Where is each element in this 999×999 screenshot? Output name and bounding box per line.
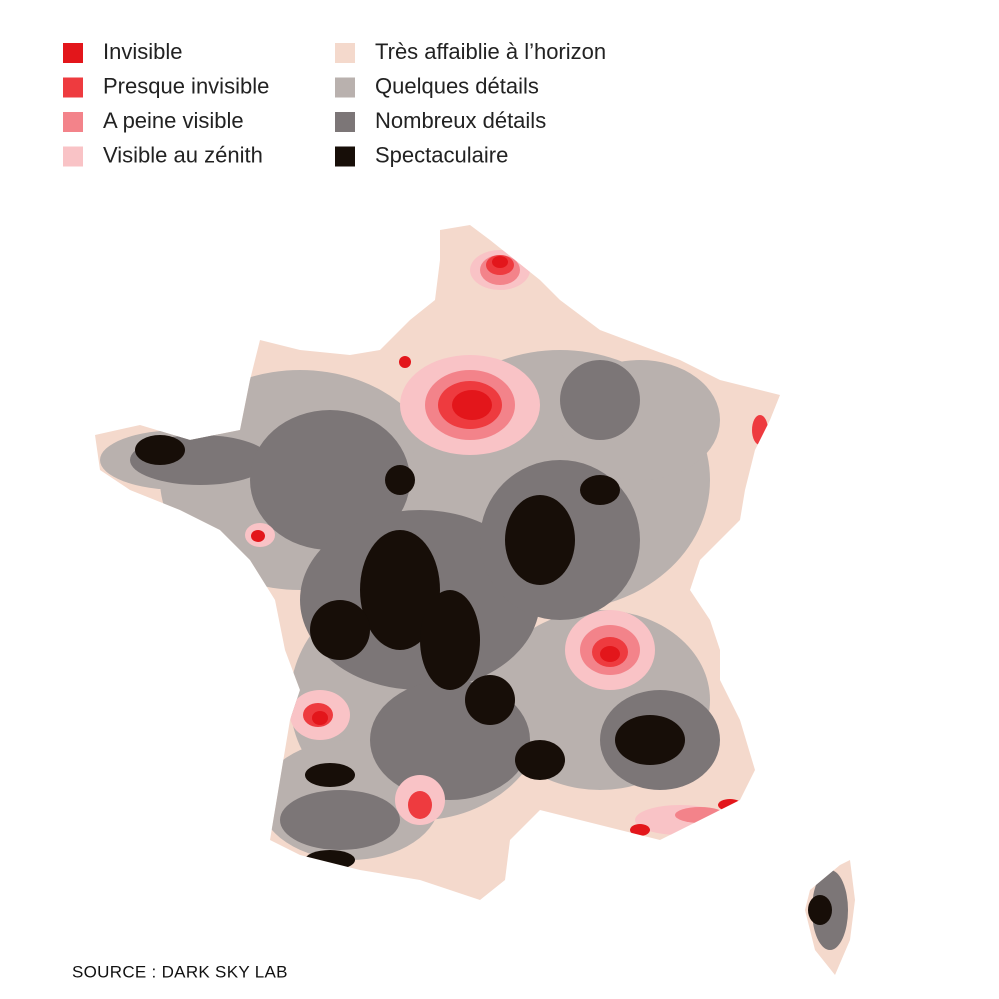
legend-label: Visible au zénith: [103, 142, 263, 167]
light-area: [408, 791, 432, 819]
light-area: [452, 390, 492, 420]
legend-swatch: [335, 112, 355, 132]
light-area: [615, 715, 685, 765]
legend-label: Très affaiblie à l’horizon: [375, 39, 606, 64]
light-area: [630, 824, 650, 836]
legend-swatch: [335, 43, 355, 63]
legend-swatch: [335, 77, 355, 98]
light-area: [718, 799, 742, 811]
light-area: [580, 475, 620, 505]
light-area: [135, 435, 185, 465]
legend-swatch: [335, 146, 355, 167]
legend-swatch: [63, 77, 83, 98]
legend-label: Spectaculaire: [375, 142, 508, 167]
legend-label: Invisible: [103, 39, 182, 64]
legend-label: Presque invisible: [103, 73, 269, 98]
light-area: [280, 790, 400, 850]
light-area: [600, 646, 620, 662]
light-area: [505, 495, 575, 585]
legend-swatch: [63, 146, 83, 167]
light-area: [465, 675, 515, 725]
legend-label: Quelques détails: [375, 73, 539, 98]
legend-swatch: [63, 112, 83, 132]
legend-swatch: [63, 43, 83, 63]
light-area: [752, 415, 768, 445]
legend: Invisible Presque invisible A peine visibl…: [63, 39, 606, 167]
light-area: [312, 711, 328, 725]
light-area: [310, 600, 370, 660]
source: SOURCE : DARK SKY LAB: [72, 962, 288, 981]
light-area: [305, 850, 355, 870]
light-area: [305, 763, 355, 787]
legend-label: A peine visible: [103, 108, 244, 133]
france-map: [95, 225, 855, 975]
light-area: [420, 590, 480, 690]
light-area: [251, 530, 265, 542]
light-area: [385, 465, 415, 495]
light-area: [515, 740, 565, 780]
legend-label: Nombreux détails: [375, 108, 546, 133]
light-area: [675, 807, 725, 823]
light-area: [360, 530, 440, 650]
light-area: [560, 360, 640, 440]
light-area: [250, 410, 410, 550]
light-area: [492, 256, 508, 268]
light-area: [399, 356, 411, 368]
light-area: [808, 895, 832, 925]
